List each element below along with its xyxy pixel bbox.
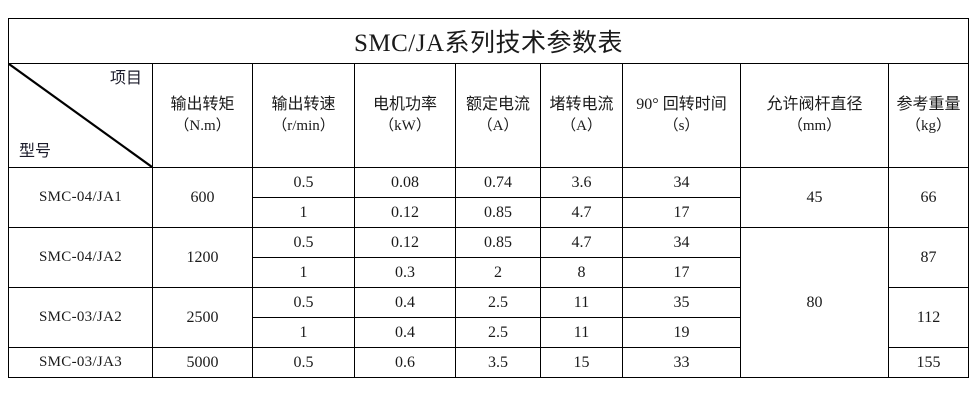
header-weight-label: 参考重量	[896, 96, 961, 114]
header-motor-power-unit: （kW）	[379, 118, 431, 135]
cell-motor-power: 0.6	[354, 347, 456, 378]
cell-rotation-time: 33	[622, 347, 741, 378]
cell-model: SMC-03/JA2	[8, 287, 153, 348]
corner-header-cell: 项目 型号	[8, 63, 153, 168]
cell-motor-power: 0.4	[354, 317, 456, 348]
header-rated-current: 额定电流 （A）	[455, 63, 541, 168]
cell-output-speed: 1	[252, 257, 355, 288]
cell-rated-current: 2	[455, 257, 541, 288]
cell-model: SMC-04/JA2	[8, 227, 153, 288]
cell-motor-power: 0.12	[354, 227, 456, 258]
header-output-speed-label: 输出转速	[271, 96, 336, 114]
cell-output-speed: 1	[252, 197, 355, 228]
cell-stem-diameter: 45	[740, 167, 889, 228]
header-stem-diameter: 允许阀杆直径 （mm）	[740, 63, 889, 168]
header-stall-current: 堵转电流 （A）	[540, 63, 623, 168]
cell-stall-current: 4.7	[540, 227, 623, 258]
cell-stall-current: 4.7	[540, 197, 623, 228]
cell-stall-current: 11	[540, 287, 623, 318]
header-output-torque: 输出转矩 （N.m）	[152, 63, 253, 168]
cell-motor-power: 0.3	[354, 257, 456, 288]
header-output-speed: 输出转速 （r/min）	[252, 63, 355, 168]
cell-motor-power: 0.12	[354, 197, 456, 228]
header-rotation-time-unit: （s）	[663, 118, 700, 135]
cell-rated-current: 0.85	[455, 227, 541, 258]
diagonal-divider-icon	[9, 64, 152, 167]
cell-stall-current: 8	[540, 257, 623, 288]
header-rotation-time: 90° 回转时间 （s）	[622, 63, 741, 168]
header-motor-power: 电机功率 （kW）	[354, 63, 456, 168]
cell-output-torque: 2500	[152, 287, 253, 348]
header-stall-current-unit: （A）	[561, 118, 602, 135]
cell-rated-current: 3.5	[455, 347, 541, 378]
table-title: SMC/JA系列技术参数表	[7, 18, 970, 64]
header-output-speed-unit: （r/min）	[272, 118, 335, 135]
header-motor-power-label: 电机功率	[372, 96, 437, 114]
header-output-torque-unit: （N.m）	[174, 118, 231, 135]
cell-stall-current: 15	[540, 347, 623, 378]
cell-rotation-time: 34	[622, 227, 741, 258]
cell-rated-current: 0.74	[455, 167, 541, 198]
cell-output-speed: 0.5	[252, 347, 355, 378]
cell-output-torque: 600	[152, 167, 253, 228]
header-rated-current-label: 额定电流	[465, 96, 530, 114]
cell-weight: 155	[887, 347, 970, 378]
header-rated-current-unit: （A）	[477, 118, 519, 135]
model-axis-label: 型号	[19, 142, 52, 160]
header-rotation-time-label: 90° 回转时间	[636, 96, 727, 114]
title-row: SMC/JA系列技术参数表	[7, 18, 970, 64]
cell-output-speed: 1	[252, 317, 355, 348]
table-row: SMC-04/JA1 600 0.5 0.08 0.74 3.6 34 45 6…	[8, 167, 970, 228]
table-row: SMC-04/JA2 1200 0.5 0.12 0.85 4.7 34 80 …	[8, 227, 970, 378]
cell-rated-current: 2.5	[455, 317, 541, 348]
cell-model: SMC-03/JA3	[8, 347, 153, 378]
cell-weight: 66	[887, 167, 970, 228]
cell-weight: 112	[887, 287, 970, 348]
table-row: SMC-03/JA3 5000 0.5 0.6 3.5 15 33 155	[8, 347, 970, 378]
cell-rotation-time: 17	[622, 197, 741, 228]
cell-stall-current: 11	[540, 317, 623, 348]
header-stall-current-label: 堵转电流	[549, 96, 614, 114]
header-weight-unit: （kg）	[906, 118, 952, 135]
header-stem-diameter-unit: （mm）	[787, 118, 842, 135]
cell-output-speed: 0.5	[252, 167, 355, 198]
cell-weight: 87	[887, 227, 970, 288]
cell-rotation-time: 19	[622, 317, 741, 348]
header-stem-diameter-label: 允许阀杆直径	[766, 96, 863, 114]
cell-motor-power: 0.4	[354, 287, 456, 318]
cell-stall-current: 3.6	[540, 167, 623, 198]
cell-output-speed: 0.5	[252, 287, 355, 318]
header-weight: 参考重量 （kg）	[887, 63, 970, 168]
header-row: 项目 型号 输出转矩 （N.m） 输出转速 （r/min） 电机功率 （kW） …	[8, 63, 970, 168]
cell-rotation-time: 35	[622, 287, 741, 318]
spec-table: SMC/JA系列技术参数表 项目 型号 输出转矩 （N.m） 输出转速 （r/m…	[7, 18, 970, 378]
cell-output-speed: 0.5	[252, 227, 355, 258]
table-row: 1 0.4 2.5 11 19	[9, 317, 969, 348]
cell-stem-diameter: 80	[740, 227, 889, 378]
header-output-torque-label: 输出转矩	[170, 96, 235, 114]
cell-model: SMC-04/JA1	[8, 167, 153, 228]
cell-output-torque: 5000	[152, 347, 253, 378]
cell-rotation-time: 17	[622, 257, 741, 288]
item-axis-label: 项目	[109, 70, 142, 87]
cell-rotation-time: 34	[622, 167, 741, 198]
cell-rated-current: 0.85	[455, 197, 541, 228]
cell-rated-current: 2.5	[455, 287, 541, 318]
cell-motor-power: 0.08	[354, 167, 456, 198]
cell-output-torque: 1200	[152, 227, 253, 288]
